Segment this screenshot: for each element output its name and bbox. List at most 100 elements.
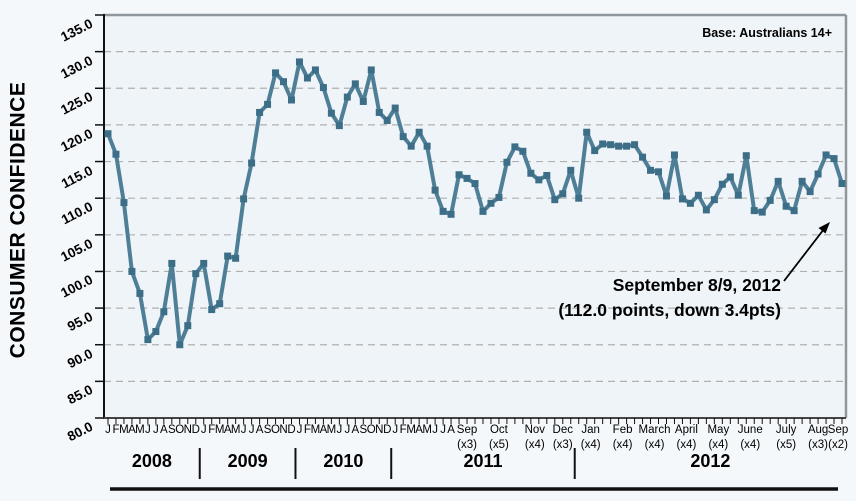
data-point-marker [567, 166, 575, 174]
data-point-marker [551, 196, 559, 204]
data-point-marker [670, 151, 678, 159]
data-point-marker [160, 308, 168, 316]
data-point-marker [208, 306, 216, 314]
data-point-marker [615, 142, 623, 150]
data-point-marker [575, 194, 583, 202]
data-point-marker [136, 289, 144, 297]
data-point-marker [256, 108, 264, 116]
data-point-marker [439, 207, 447, 215]
data-point-marker [655, 168, 663, 176]
data-point-marker [463, 174, 471, 182]
data-point-marker [686, 199, 694, 207]
data-point-marker [471, 180, 479, 188]
data-point-marker [623, 142, 631, 150]
data-point-marker [455, 171, 463, 179]
data-point-marker [232, 254, 240, 262]
data-point-marker [152, 328, 160, 336]
data-point-marker [112, 150, 120, 158]
y-axis-title-text: CONSUMER CONFIDENCE [6, 81, 29, 359]
data-point-marker [423, 142, 431, 150]
data-point-marker [599, 140, 607, 148]
data-point-marker [447, 210, 455, 218]
data-point-marker [319, 84, 327, 92]
data-point-marker [662, 192, 670, 200]
data-point-marker [734, 191, 742, 199]
data-point-marker [583, 128, 591, 136]
data-point-marker [407, 142, 415, 150]
data-point-marker [248, 159, 256, 167]
data-point-marker [240, 195, 248, 203]
data-point-marker [176, 341, 184, 349]
base-note: Base: Australians 14+ [702, 26, 832, 40]
data-point-marker [830, 155, 838, 163]
data-point-marker [224, 252, 232, 260]
data-point-marker [168, 259, 176, 267]
data-point-marker [104, 130, 112, 138]
data-point-marker [774, 177, 782, 185]
data-point-marker [543, 171, 551, 179]
data-point-marker [694, 191, 702, 199]
data-point-marker [607, 141, 615, 149]
data-point-marker [367, 66, 375, 74]
data-point-marker [678, 195, 686, 203]
data-point-marker [766, 196, 774, 204]
data-point-marker [375, 108, 383, 116]
data-point-marker [631, 141, 639, 149]
data-point-marker [782, 202, 790, 210]
data-point-marker [359, 97, 367, 105]
data-point-marker [351, 80, 359, 88]
data-point-marker [383, 117, 391, 125]
data-point-marker [519, 147, 527, 155]
data-point-marker [742, 152, 750, 160]
data-point-marker [399, 133, 407, 141]
annotation-line1: September 8/9, 2012 [612, 275, 781, 295]
data-point-marker [639, 153, 647, 161]
data-point-marker [511, 143, 519, 151]
data-point-marker [287, 96, 295, 104]
data-point-marker [495, 193, 503, 201]
data-point-marker [718, 180, 726, 188]
data-point-marker [591, 147, 599, 155]
data-point-marker [343, 93, 351, 101]
data-point-marker [184, 322, 192, 330]
data-point-marker [200, 259, 208, 267]
data-point-marker [415, 128, 423, 136]
data-point-marker [647, 166, 655, 174]
data-point-marker [144, 336, 152, 344]
data-point-marker [272, 69, 280, 77]
data-point-marker [535, 176, 543, 184]
annotation-line2: (112.0 points, down 3.4pts) [558, 299, 781, 320]
data-point-marker [822, 151, 830, 159]
data-point-marker [311, 66, 319, 74]
data-point-marker [327, 109, 335, 117]
data-point-marker [295, 58, 303, 66]
data-point-marker [814, 170, 822, 178]
data-point-marker [280, 78, 288, 86]
data-point-marker [120, 199, 128, 207]
data-point-marker [710, 196, 718, 204]
data-point-marker [750, 207, 758, 215]
data-point-marker [264, 100, 272, 108]
data-point-marker [702, 206, 710, 214]
data-point-marker [128, 267, 136, 275]
annotation-arrow [783, 222, 830, 282]
data-point-marker [479, 207, 487, 215]
data-point-marker [838, 180, 846, 188]
data-point-marker [335, 122, 343, 130]
data-point-marker [303, 74, 311, 82]
data-point-marker [559, 190, 567, 198]
data-point-marker [192, 270, 200, 278]
data-point-marker [726, 173, 734, 181]
plot-area [104, 15, 846, 418]
data-point-marker [216, 300, 224, 308]
data-point-marker [487, 199, 495, 207]
data-point-marker [391, 104, 399, 112]
data-point-marker [806, 188, 814, 196]
annotation-callout: September 8/9, 2012 (112.0 points, down … [558, 273, 781, 322]
y-axis-title: CONSUMER CONFIDENCE [2, 40, 34, 400]
data-point-marker [431, 186, 439, 194]
data-point-marker [527, 169, 535, 177]
data-point-marker [798, 177, 806, 185]
